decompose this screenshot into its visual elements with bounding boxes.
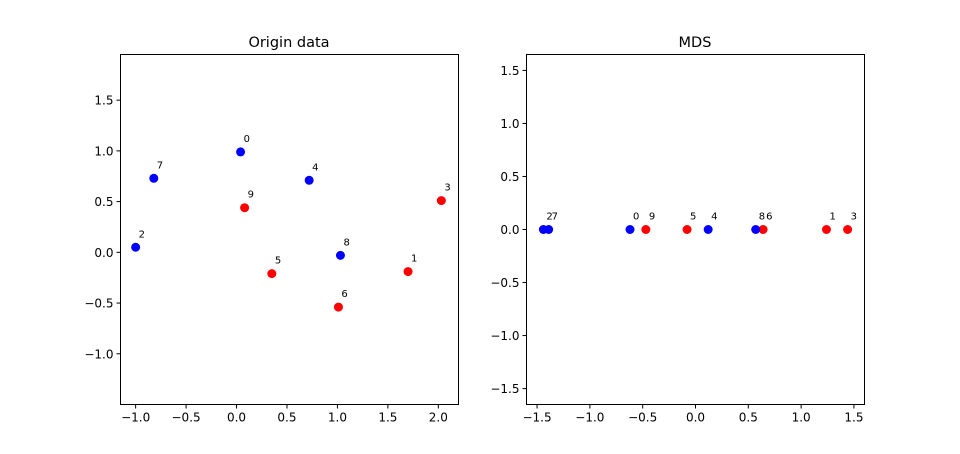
scatter-points <box>538 225 853 234</box>
scatter-point <box>751 225 761 234</box>
y-tick-label: 0.5 <box>94 195 113 209</box>
x-tick-label: 1.0 <box>792 411 811 425</box>
point-label: 3 <box>851 212 857 223</box>
point-label: 9 <box>248 190 254 201</box>
point-label: 4 <box>711 212 717 223</box>
x-tick-label: −0.5 <box>172 411 201 425</box>
point-label: 0 <box>244 134 250 145</box>
x-tick-label: 2.0 <box>429 411 448 425</box>
point-label: 0 <box>633 212 639 223</box>
point-label: 5 <box>690 212 696 223</box>
scatter-point <box>436 196 446 206</box>
scatter-point <box>703 225 713 234</box>
point-label: 2 <box>546 212 552 223</box>
scatter-point <box>843 225 853 234</box>
x-ticks: −1.5 −1.0 −0.5 0.0 0.5 1.0 1.5 <box>522 404 863 425</box>
point-label: 7 <box>157 160 163 171</box>
point-labels: 0 1 2 3 4 5 6 7 8 9 <box>139 134 451 300</box>
scatter-point <box>682 225 692 234</box>
x-tick-label: −1.0 <box>575 411 604 425</box>
point-label: 6 <box>766 212 772 223</box>
plot-frame <box>120 54 459 405</box>
point-label: 2 <box>139 229 145 240</box>
scatter-point <box>641 225 651 234</box>
y-tick-label: 0.0 <box>94 246 113 260</box>
y-tick-label: 1.5 <box>500 64 519 78</box>
y-tick-label: 0.5 <box>500 170 519 184</box>
x-tick-label: 1.0 <box>328 411 347 425</box>
chart-origin-data: Origin data −1.0 −0.5 0.0 0.5 1.0 1.5 2.0 −1.0… <box>84 35 459 425</box>
chart-title: MDS <box>679 35 712 51</box>
scatter-point <box>758 225 768 234</box>
scatter-points <box>131 147 446 312</box>
chart-title: Origin data <box>248 35 329 51</box>
x-tick-label: 0.5 <box>277 411 296 425</box>
y-tick-label: 1.5 <box>94 94 113 108</box>
point-labels: 0 1 2 3 4 5 6 7 8 9 <box>546 212 857 223</box>
y-tick-label: −1.0 <box>490 329 519 343</box>
scatter-point <box>149 173 159 183</box>
point-label: 3 <box>444 183 450 194</box>
y-tick-label: 1.0 <box>94 144 113 158</box>
scatter-point <box>236 147 246 157</box>
x-tick-label: −1.5 <box>522 411 551 425</box>
y-tick-label: 0.0 <box>500 223 519 237</box>
scatter-point <box>821 225 831 234</box>
y-tick-label: −0.5 <box>84 297 113 311</box>
x-tick-label: 0.5 <box>739 411 758 425</box>
scatter-point <box>625 225 635 234</box>
x-tick-label: 0.0 <box>227 411 246 425</box>
x-tick-label: 1.5 <box>378 411 397 425</box>
point-label: 1 <box>829 212 835 223</box>
point-label: 9 <box>649 212 655 223</box>
point-label: 8 <box>759 212 765 223</box>
chart-mds: MDS −1.5 −1.0 −0.5 0.0 0.5 1.0 1.5 −1.5 −1.0 −0.… <box>490 35 865 425</box>
y-tick-label: 1.0 <box>500 117 519 131</box>
point-label: 6 <box>341 289 347 300</box>
y-ticks: −1.0 −0.5 0.0 0.5 1.0 1.5 <box>84 94 121 361</box>
scatter-point <box>240 203 250 213</box>
scatter-point <box>267 269 277 279</box>
scatter-point <box>333 302 343 312</box>
x-tick-label: −0.5 <box>628 411 657 425</box>
y-tick-label: −1.5 <box>490 382 519 396</box>
point-label: 7 <box>552 212 558 223</box>
x-tick-label: 1.5 <box>844 411 863 425</box>
point-label: 1 <box>411 254 417 265</box>
scatter-point <box>335 250 345 260</box>
x-tick-label: 0.0 <box>686 411 705 425</box>
scatter-point <box>403 267 413 277</box>
scatter-point <box>131 242 141 252</box>
scatter-point <box>544 225 554 234</box>
point-label: 5 <box>275 256 281 267</box>
point-label: 8 <box>343 237 349 248</box>
y-ticks: −1.5 −1.0 −0.5 0.0 0.5 1.0 1.5 <box>490 64 527 396</box>
x-tick-label: −1.0 <box>121 411 150 425</box>
y-tick-label: −1.0 <box>84 347 113 361</box>
y-tick-label: −0.5 <box>490 276 519 290</box>
x-ticks: −1.0 −0.5 0.0 0.5 1.0 1.5 2.0 <box>121 404 448 425</box>
scatter-point <box>304 175 314 185</box>
point-label: 4 <box>312 162 318 173</box>
